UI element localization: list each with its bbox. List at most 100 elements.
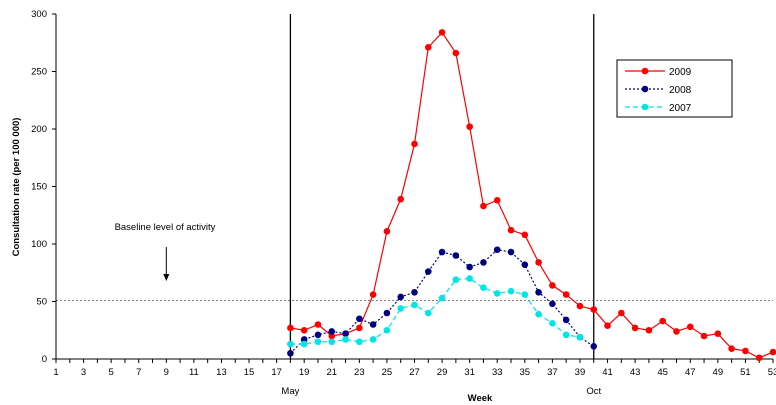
data-point-2007 bbox=[397, 305, 405, 312]
data-point-2009 bbox=[714, 330, 722, 338]
data-point-2007 bbox=[287, 340, 294, 348]
data-point-2008 bbox=[397, 293, 405, 301]
y-tick-label: 150 bbox=[31, 182, 47, 193]
data-point-2008 bbox=[521, 261, 529, 269]
data-point-2009 bbox=[576, 302, 584, 310]
baseline-arrow-head bbox=[163, 274, 170, 281]
data-point-2008 bbox=[328, 328, 336, 335]
data-point-2008 bbox=[549, 300, 556, 308]
data-point-2008 bbox=[590, 343, 598, 350]
data-point-2009 bbox=[466, 123, 473, 130]
data-point-2009 bbox=[314, 321, 322, 328]
data-point-2009 bbox=[411, 140, 418, 148]
data-point-2008 bbox=[424, 268, 432, 275]
data-point-2007 bbox=[314, 338, 322, 346]
data-point-2008 bbox=[480, 259, 487, 266]
data-point-2008 bbox=[300, 336, 308, 343]
data-point-2009 bbox=[618, 309, 625, 317]
x-tick-label: 9 bbox=[164, 367, 169, 378]
y-tick-label: 50 bbox=[36, 297, 47, 308]
x-tick-label: 53 bbox=[768, 367, 776, 378]
month-label: May bbox=[281, 386, 299, 397]
x-tick-label: 23 bbox=[354, 367, 365, 378]
x-tick-label: 1 bbox=[53, 367, 58, 378]
data-point-2007 bbox=[424, 309, 432, 317]
data-point-2008 bbox=[287, 349, 294, 357]
data-point-2009 bbox=[383, 228, 391, 235]
data-point-2007 bbox=[383, 326, 391, 334]
data-point-2009 bbox=[604, 322, 611, 329]
data-point-2009 bbox=[438, 29, 446, 36]
data-point-2009 bbox=[590, 306, 598, 313]
data-point-2007 bbox=[466, 275, 473, 282]
data-point-2008 bbox=[452, 252, 460, 259]
data-point-2008 bbox=[342, 330, 349, 338]
data-point-2008 bbox=[356, 315, 363, 323]
data-point-2007 bbox=[328, 338, 336, 346]
legend-label-2009: 2009 bbox=[669, 67, 692, 78]
series-line-2008 bbox=[289, 249, 595, 354]
data-point-2009 bbox=[480, 202, 487, 210]
legend: 2009 2008 2007 bbox=[616, 59, 733, 118]
x-tick-label: 19 bbox=[299, 367, 310, 378]
data-point-2007 bbox=[480, 284, 487, 292]
y-tick-label: 300 bbox=[31, 9, 47, 20]
data-point-2009 bbox=[521, 231, 529, 239]
data-point-2008 bbox=[369, 321, 377, 328]
y-tick-label: 200 bbox=[31, 124, 47, 135]
data-point-2007 bbox=[369, 336, 377, 343]
data-point-2009 bbox=[645, 326, 653, 334]
month-label: Oct bbox=[586, 386, 601, 397]
legend-marker-2007 bbox=[641, 103, 649, 111]
x-tick-label: 29 bbox=[437, 367, 448, 378]
y-axis-title: Consultation rate (per 100 000) bbox=[11, 118, 22, 257]
x-tick-label: 43 bbox=[630, 367, 641, 378]
data-point-2008 bbox=[507, 248, 515, 256]
x-tick-label: 13 bbox=[216, 367, 227, 378]
y-tick-label: 250 bbox=[31, 67, 47, 78]
data-point-2008 bbox=[562, 316, 570, 324]
data-point-2009 bbox=[397, 195, 405, 203]
data-point-2008 bbox=[493, 246, 501, 254]
data-point-2009 bbox=[631, 324, 639, 332]
legend-marker-2009 bbox=[641, 67, 649, 75]
data-point-2009 bbox=[742, 347, 749, 355]
data-point-2007 bbox=[507, 287, 515, 295]
legend-label-2007: 2007 bbox=[669, 103, 692, 114]
x-tick-label: 45 bbox=[657, 367, 668, 378]
data-point-2007 bbox=[535, 310, 542, 318]
x-tick-label: 21 bbox=[326, 367, 337, 378]
data-point-2009 bbox=[300, 326, 308, 334]
x-tick-label: 5 bbox=[109, 367, 114, 378]
series-layer bbox=[287, 29, 776, 362]
x-tick-label: 51 bbox=[740, 367, 751, 378]
x-tick-label: 3 bbox=[81, 367, 86, 378]
data-point-2008 bbox=[466, 263, 473, 271]
data-point-2009 bbox=[287, 324, 294, 332]
data-point-2007 bbox=[342, 336, 349, 343]
data-point-2009 bbox=[659, 317, 666, 325]
data-point-2007 bbox=[562, 331, 570, 339]
x-tick-label: 37 bbox=[547, 367, 558, 378]
data-point-2009 bbox=[493, 197, 501, 204]
series-line-2007 bbox=[290, 277, 581, 345]
x-tick-label: 11 bbox=[189, 367, 199, 378]
data-point-2007 bbox=[411, 301, 418, 309]
data-point-2009 bbox=[535, 259, 542, 266]
data-point-2009 bbox=[769, 348, 776, 356]
data-point-2007 bbox=[452, 276, 460, 283]
grid-layer bbox=[56, 14, 773, 359]
x-tick-label: 41 bbox=[602, 367, 613, 378]
data-point-2008 bbox=[535, 289, 542, 296]
x-tick-label: 7 bbox=[136, 367, 141, 378]
data-point-2009 bbox=[549, 282, 556, 289]
x-axis-title: Week bbox=[468, 393, 493, 404]
labels-layer: Week Consultation rate (per 100 000) Bas… bbox=[11, 118, 601, 404]
y-tick-label: 100 bbox=[31, 239, 47, 250]
data-point-2007 bbox=[438, 294, 446, 302]
data-point-2009 bbox=[700, 332, 708, 340]
data-point-2009 bbox=[507, 226, 515, 234]
data-point-2009 bbox=[328, 332, 336, 340]
data-point-2008 bbox=[314, 331, 322, 339]
